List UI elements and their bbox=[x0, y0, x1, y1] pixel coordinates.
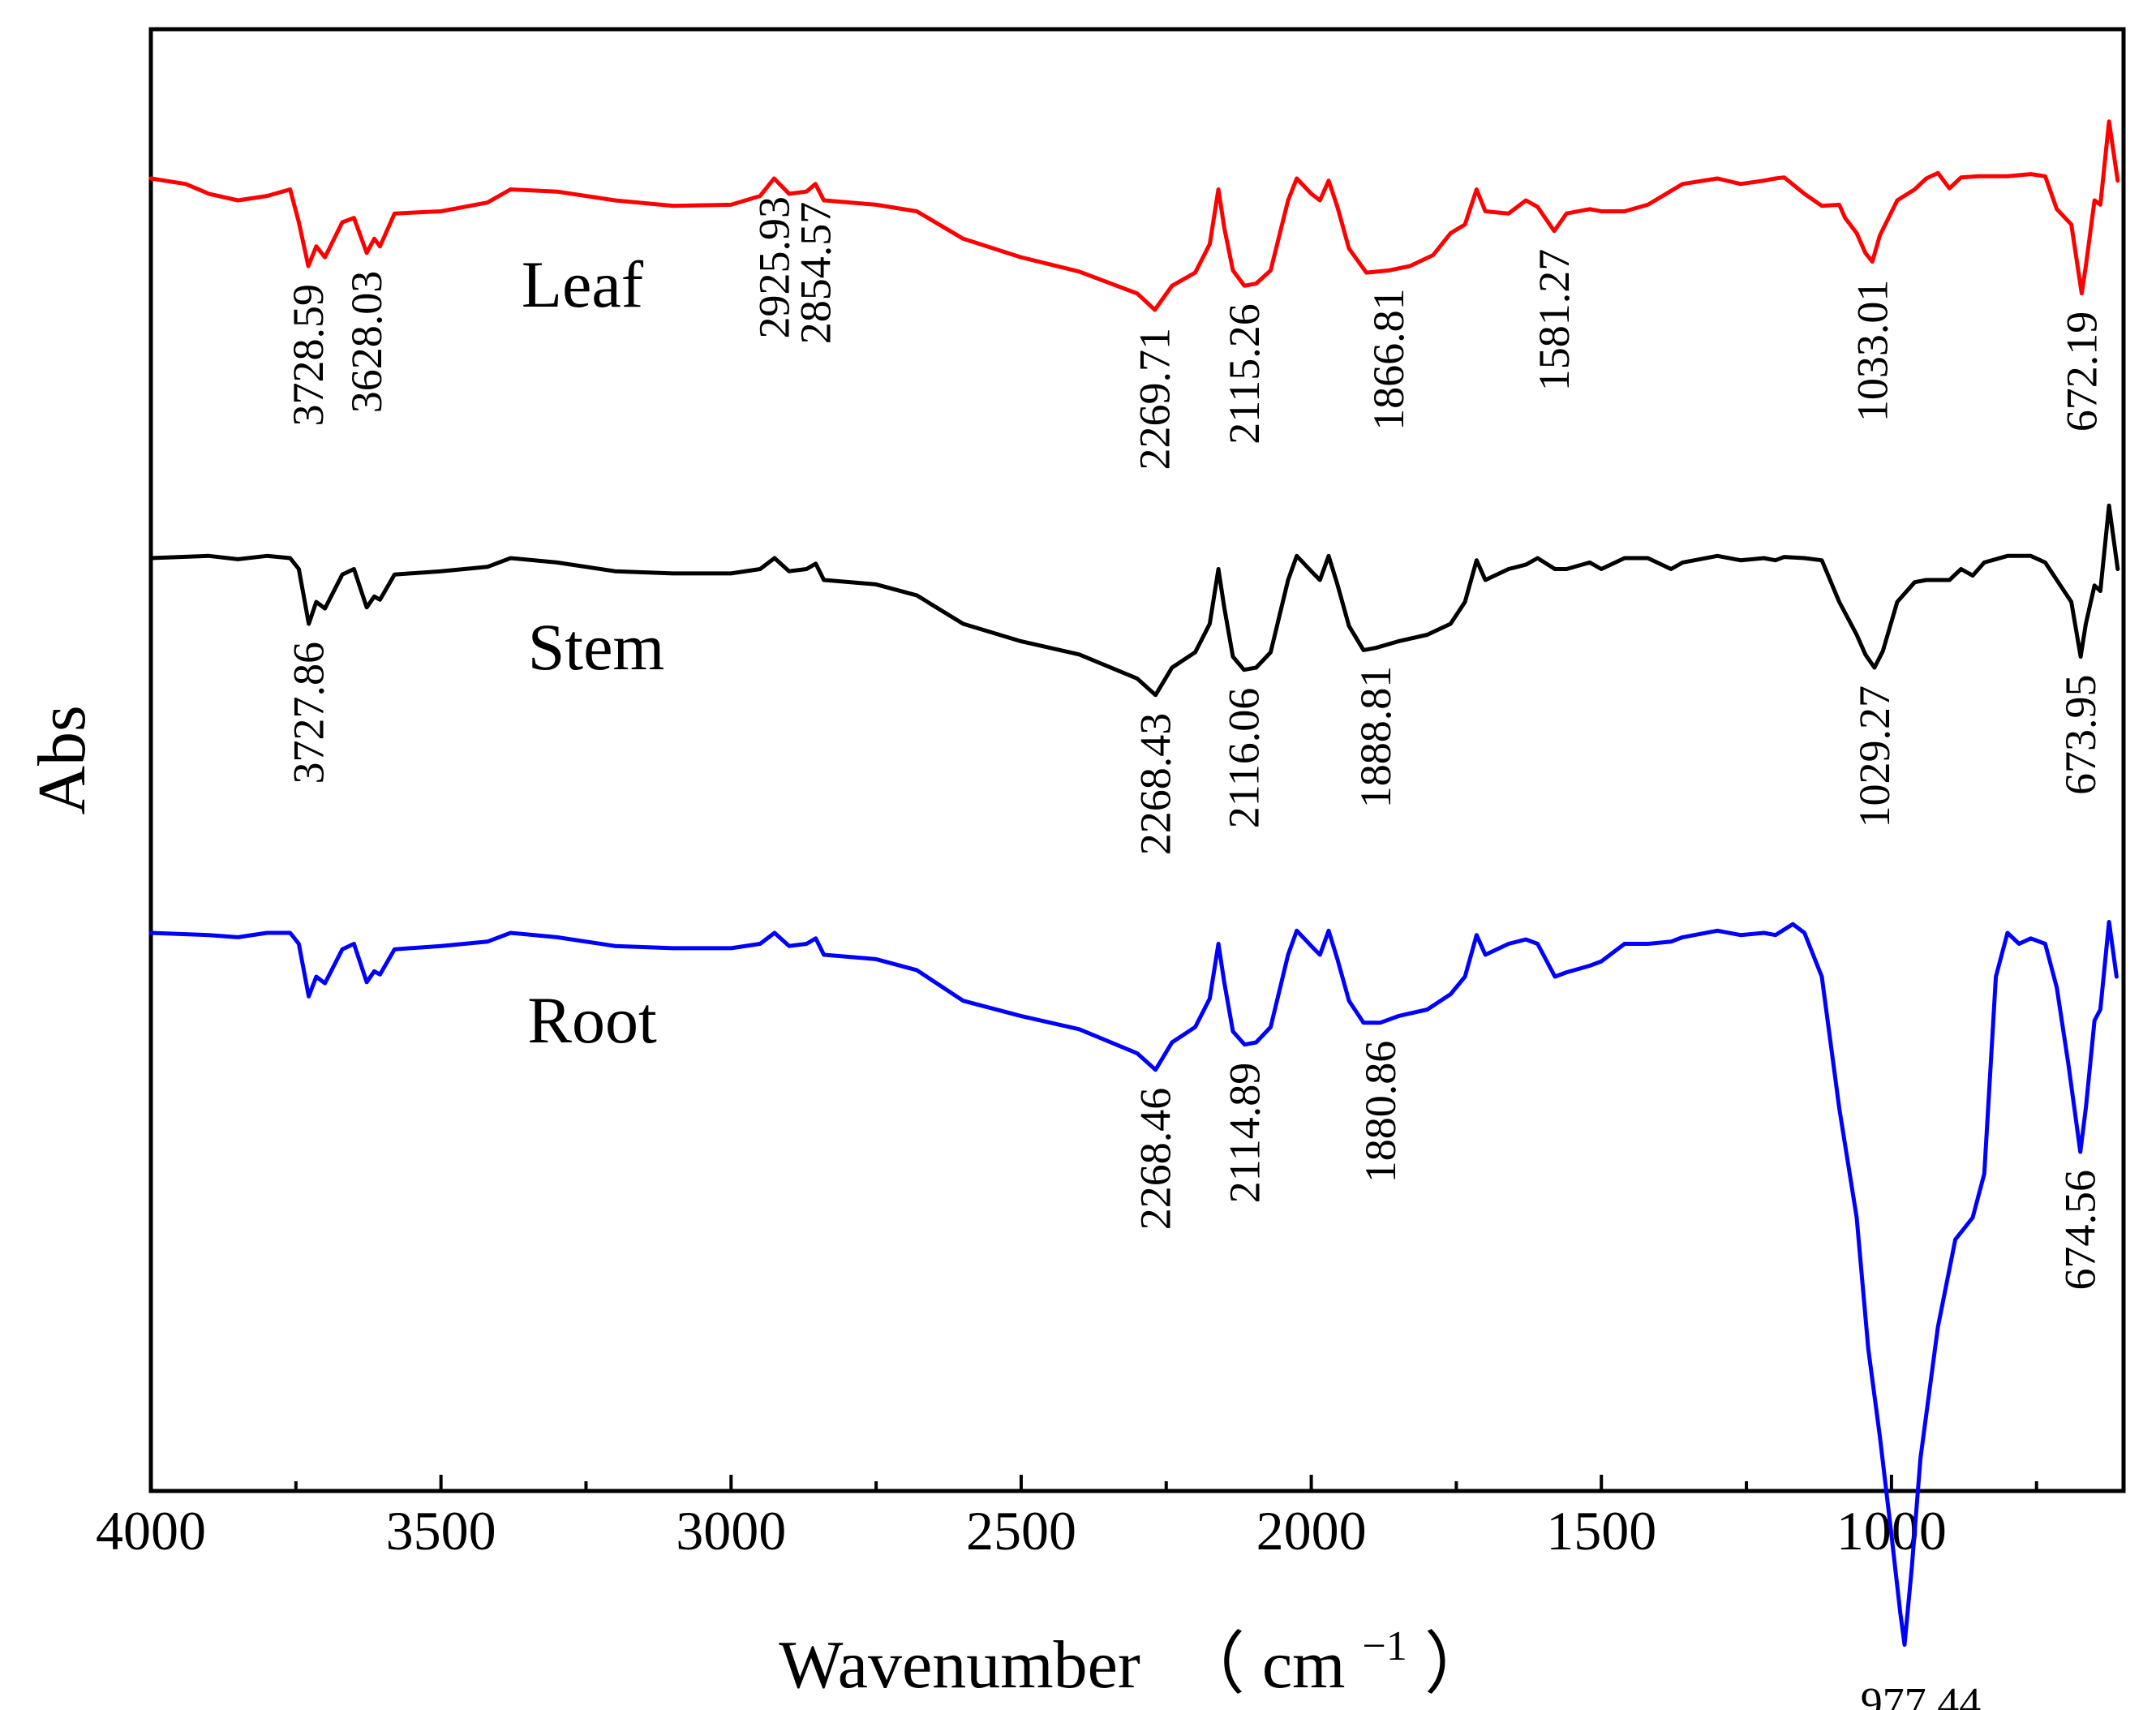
x-tick-label: 2500 bbox=[966, 1500, 1076, 1562]
peak-label: 2268.43 bbox=[1132, 713, 1180, 856]
peak-label: 2269.71 bbox=[1131, 328, 1179, 470]
x-axis-title-text: Wavenumber bbox=[779, 1627, 1140, 1703]
peak-label: 2854.57 bbox=[791, 202, 840, 344]
peak-label: 977.44 bbox=[1861, 1679, 1982, 1710]
peak-label: 2115.26 bbox=[1220, 303, 1269, 445]
peak-label: 1880.86 bbox=[1356, 1041, 1405, 1184]
peak-label: 2925.93 bbox=[749, 196, 798, 339]
series-line-root bbox=[148, 920, 2119, 1647]
peak-label: 1581.27 bbox=[1530, 249, 1578, 392]
x-tick-label: 2000 bbox=[1256, 1500, 1367, 1562]
peak-label: 3628.03 bbox=[342, 271, 391, 414]
peak-label: 3728.59 bbox=[284, 284, 333, 427]
x-axis-title: Wavenumber （ cm −1 ） bbox=[779, 1600, 1492, 1703]
peak-label: 672.19 bbox=[2057, 311, 2106, 432]
peak-label: 1888.81 bbox=[1351, 666, 1400, 809]
x-axis-unit-base: cm bbox=[1262, 1627, 1346, 1703]
peak-label: 2114.89 bbox=[1220, 1063, 1269, 1204]
peak-label: 1029.27 bbox=[1850, 685, 1899, 828]
x-tick-label: 4000 bbox=[96, 1500, 206, 1562]
peak-label: 2268.46 bbox=[1132, 1088, 1180, 1231]
series-label-stem: Stem bbox=[528, 610, 665, 684]
x-tick-label: 3500 bbox=[386, 1500, 496, 1562]
series-line-leaf bbox=[148, 119, 2120, 312]
x-axis-unit-close: ） bbox=[1424, 1627, 1492, 1703]
series-label-root: Root bbox=[527, 983, 657, 1057]
x-axis-unit-open: （ bbox=[1177, 1627, 1245, 1703]
peak-label: 1033.01 bbox=[1848, 280, 1896, 422]
y-axis-title: Abs bbox=[24, 705, 100, 814]
series-layer bbox=[148, 119, 2120, 1647]
plot-frame bbox=[148, 27, 2126, 1493]
x-tick-label: 1500 bbox=[1546, 1500, 1656, 1562]
peak-label: 1866.81 bbox=[1364, 288, 1413, 431]
x-tick-label: 3000 bbox=[676, 1500, 786, 1562]
series-line-stem bbox=[148, 503, 2120, 698]
peak-label: 2116.06 bbox=[1220, 688, 1269, 829]
peak-label: 3727.86 bbox=[285, 642, 333, 784]
peak-label: 673.95 bbox=[2056, 675, 2105, 796]
x-axis-unit-sup: −1 bbox=[1363, 1623, 1407, 1669]
x-axis-ticks: 4000 3500 3000 2500 2000 1500 1000 bbox=[96, 1475, 2038, 1562]
peak-label: 674.56 bbox=[2056, 1170, 2105, 1291]
series-labels: Leaf Stem Root bbox=[522, 247, 664, 1057]
series-label-leaf: Leaf bbox=[522, 247, 644, 321]
